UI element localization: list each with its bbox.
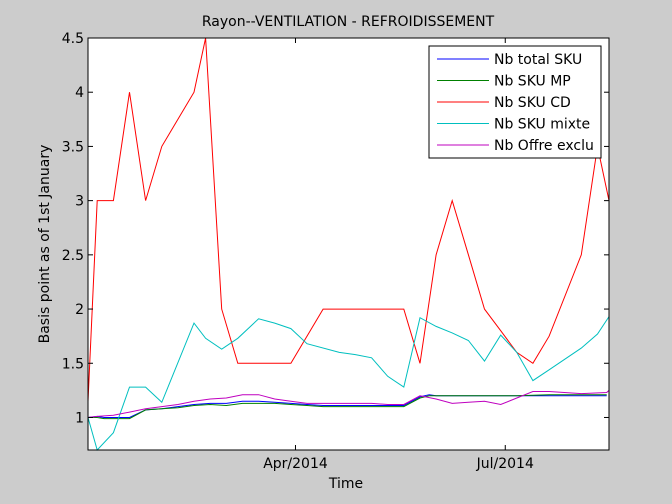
- series-line-4: [87, 390, 610, 418]
- legend-label-4: Nb Offre exclu: [494, 138, 594, 154]
- y-tick-label: 3: [75, 194, 84, 210]
- legend-label-2: Nb SKU CD: [494, 95, 571, 111]
- legend: Nb total SKU Nb SKU MP Nb SKU CD Nb SKU mix…: [428, 45, 602, 159]
- y-tick-label: 1: [75, 410, 84, 426]
- series-line-1: [88, 394, 607, 420]
- y-tick-label: 2: [75, 302, 84, 318]
- series-line-3: [87, 316, 610, 451]
- y-tick-label: 4.5: [62, 31, 84, 47]
- y-tick-label: 2.5: [62, 248, 84, 264]
- plot-frame: [87, 37, 610, 451]
- x-tick-label: Jul/2014: [476, 456, 534, 472]
- chart-title: Rayon--VENTILATION - REFROIDISSEMENT: [202, 14, 495, 30]
- y-tick-label: 4: [75, 85, 84, 101]
- y-tick-label: 3.5: [62, 139, 84, 155]
- y-axis-label: Basis point as of 1st January: [37, 145, 53, 344]
- series-layer: [87, 37, 610, 451]
- series-line-2: [87, 37, 610, 402]
- legend-label-1: Nb SKU MP: [494, 74, 571, 90]
- tick-layer: 1 1.5 2 2.5 3 3.5 4 4.5 Apr/2014 Jul/2014: [62, 31, 609, 472]
- legend-label-3: Nb SKU mixte: [494, 117, 590, 133]
- legend-label-0: Nb total SKU: [494, 52, 582, 68]
- x-axis-label: Time: [328, 476, 363, 492]
- y-tick-label: 1.5: [62, 356, 84, 372]
- x-tick-label: Apr/2014: [263, 456, 328, 472]
